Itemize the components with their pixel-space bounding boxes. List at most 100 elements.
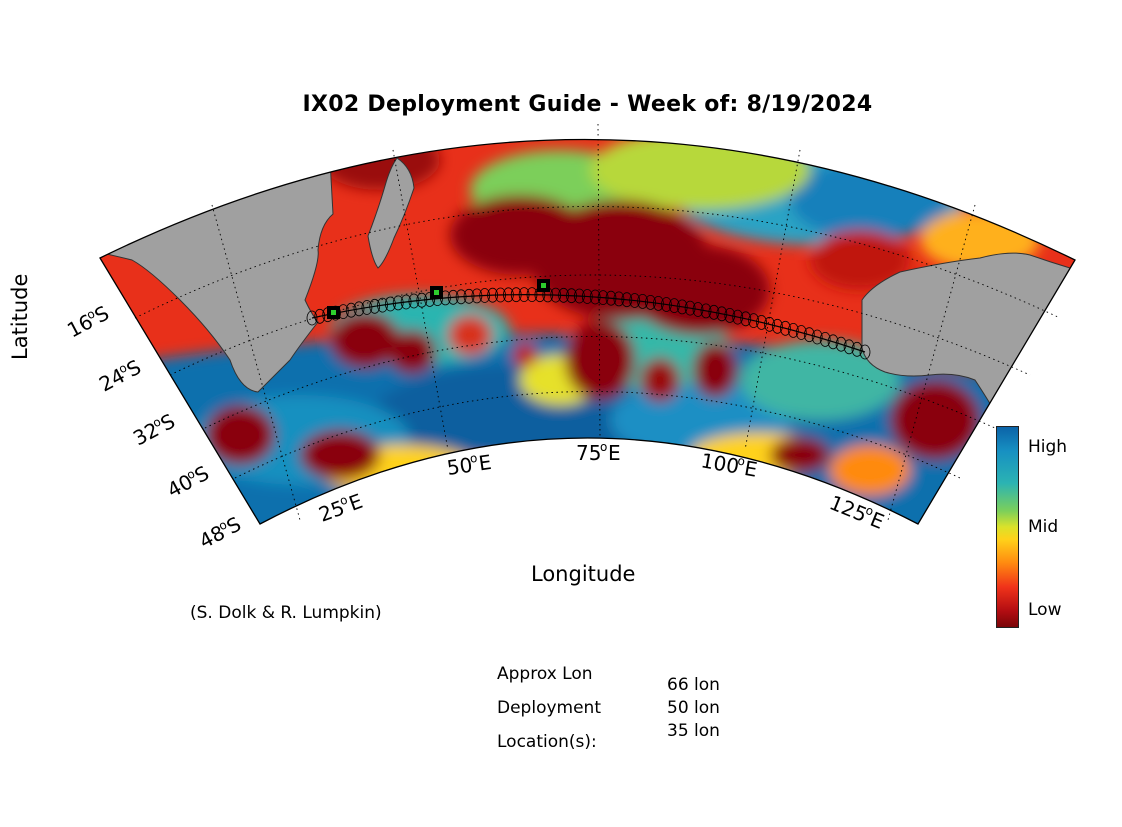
- lon-tick-75: 75 o E: [576, 440, 621, 465]
- svg-text:S: S: [222, 512, 244, 539]
- svg-text:S: S: [156, 409, 178, 436]
- track-point: [859, 344, 871, 360]
- track-point: [740, 311, 752, 327]
- track-point: [566, 288, 577, 304]
- deployment-location-value: 50 lon: [667, 698, 720, 718]
- track-point: [803, 327, 815, 343]
- svg-text:50: 50: [445, 453, 474, 480]
- ship-track: [306, 287, 871, 360]
- track-point: [384, 296, 396, 312]
- deployment-location-value: 35 lon: [667, 721, 720, 741]
- lat-tick-32: 32 o S: [129, 409, 179, 451]
- info-label-deployment: Deployment: [497, 698, 601, 718]
- track-point: [716, 306, 728, 322]
- track-point: [613, 291, 625, 307]
- svg-text:o: o: [736, 454, 746, 469]
- track-point: [589, 289, 601, 305]
- svg-text:S: S: [190, 461, 212, 488]
- track-point: [502, 287, 514, 303]
- deployment-location-value: 66 lon: [667, 675, 720, 695]
- track-point: [510, 287, 522, 303]
- track-point: [479, 288, 491, 303]
- track-point: [550, 287, 562, 303]
- track-point: [424, 291, 436, 307]
- svg-text:75: 75: [576, 441, 601, 465]
- track-point: [629, 293, 641, 308]
- track-point: [597, 290, 609, 306]
- track-point: [756, 314, 767, 330]
- svg-text:E: E: [742, 456, 759, 482]
- track-point: [408, 293, 420, 309]
- svg-text:o: o: [338, 492, 350, 508]
- svg-text:o: o: [469, 451, 478, 466]
- lon-tick-50: 50 o E: [445, 450, 493, 480]
- colorbar: [996, 426, 1019, 628]
- track-point: [684, 300, 696, 316]
- track-point: [463, 288, 475, 304]
- svg-text:S: S: [90, 301, 112, 328]
- track-point: [574, 288, 585, 304]
- track-point: [455, 289, 467, 305]
- colorbar-low-label: Low: [1028, 600, 1062, 620]
- info-label-approx-lon: Approx Lon: [497, 664, 593, 684]
- svg-text:o: o: [600, 440, 607, 454]
- track-point: [811, 329, 823, 345]
- track-point: [558, 287, 569, 303]
- colorbar-mid-label: Mid: [1028, 517, 1059, 537]
- land-madagascar: [367, 157, 415, 269]
- track-point: [306, 310, 318, 326]
- svg-text:E: E: [608, 441, 621, 465]
- track-point: [748, 313, 759, 329]
- track-point: [416, 292, 428, 308]
- track-point: [843, 339, 855, 355]
- track-point: [353, 301, 365, 317]
- track-point: [392, 295, 404, 311]
- track-point: [495, 287, 506, 303]
- track-point: [471, 288, 483, 304]
- track-point: [518, 287, 530, 303]
- track-point: [605, 290, 617, 306]
- track-point: [668, 298, 680, 314]
- deployment-markers: [327, 279, 550, 319]
- credit-text: (S. Dolk & R. Lumpkin): [190, 603, 382, 623]
- track-point: [400, 294, 412, 310]
- track-point: [827, 334, 839, 350]
- track-point: [377, 297, 388, 313]
- lat-tick-40: 40 o S: [163, 461, 213, 503]
- heatmap-field: [100, 139, 1075, 524]
- lat-tick-48: 48 o S: [195, 512, 245, 554]
- track-point: [732, 309, 744, 325]
- track-point: [361, 300, 373, 315]
- track-point: [653, 295, 664, 311]
- track-point: [369, 298, 381, 314]
- track-point: [708, 304, 720, 320]
- map-title: IX02 Deployment Guide - Week of: 8/19/20…: [302, 92, 873, 117]
- info-label-locations: Location(s):: [497, 732, 597, 752]
- track-point: [724, 307, 736, 323]
- lat-tick-16: 16 o S: [63, 301, 113, 343]
- track-point: [692, 302, 704, 317]
- track-point: [764, 316, 775, 332]
- svg-text:S: S: [122, 355, 144, 382]
- track-point: [780, 320, 791, 336]
- lat-tick-24: 24 o S: [95, 355, 145, 397]
- y-axis-label: Latitude: [8, 273, 32, 360]
- track-point: [787, 322, 799, 338]
- track-point: [819, 331, 831, 347]
- colorbar-high-label: High: [1028, 437, 1068, 457]
- track-point: [795, 325, 807, 340]
- graticule: [134, 123, 1061, 521]
- track-point: [700, 303, 712, 319]
- track-point: [581, 289, 593, 304]
- track-point: [526, 287, 538, 303]
- track-point: [835, 336, 847, 352]
- track-point: [345, 302, 357, 318]
- track-point: [447, 289, 459, 305]
- track-point: [487, 287, 499, 303]
- x-axis-label: Longitude: [531, 562, 636, 586]
- track-point: [851, 341, 863, 357]
- track-point: [637, 293, 648, 309]
- track-point: [621, 292, 633, 308]
- svg-text:E: E: [346, 489, 366, 516]
